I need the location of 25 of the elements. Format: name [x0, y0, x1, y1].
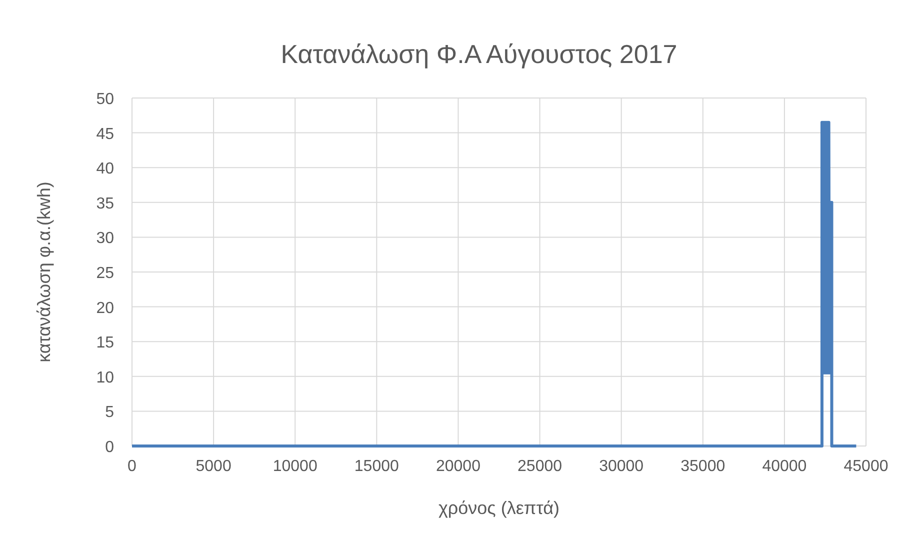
x-axis-title: χρόνος (λεπτά)	[438, 498, 560, 518]
y-tick-label: 45	[96, 126, 114, 143]
y-tick-label: 10	[96, 369, 114, 386]
x-tick-label: 40000	[762, 458, 807, 475]
y-axis-title: κατανάλωση φ.α.(kwh)	[34, 182, 54, 362]
line-series	[130, 120, 858, 448]
x-tick-label: 35000	[680, 458, 726, 475]
y-tick-label: 30	[96, 230, 114, 248]
y-tick-label: 20	[96, 300, 114, 317]
y-tick-label: 50	[96, 91, 114, 108]
y-tick-label: 25	[96, 265, 114, 282]
x-tick-label: 25000	[518, 458, 562, 475]
y-tick-label: 0	[105, 439, 114, 456]
x-tick-label: 5000	[196, 458, 232, 475]
x-tick-label: 20000	[436, 458, 481, 475]
x-tick-label: 0	[128, 458, 137, 475]
y-tick-label: 40	[96, 160, 114, 178]
y-tick-label: 35	[96, 195, 114, 212]
x-tick-label: 15000	[354, 458, 400, 475]
y-tick-label: 5	[105, 404, 114, 422]
x-tick-label: 45000	[844, 458, 888, 475]
y-tick-label: 15	[96, 334, 114, 352]
chart-title: Κατανάλωση Φ.Α Αύγουστος 2017	[280, 39, 678, 69]
x-tick-label: 30000	[599, 458, 644, 475]
x-tick-label: 10000	[272, 458, 318, 475]
